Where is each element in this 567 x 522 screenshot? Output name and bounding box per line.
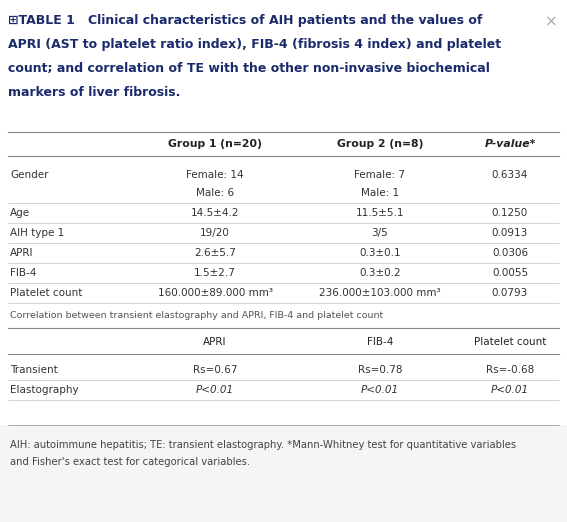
Text: ⊞TABLE 1   Clinical characteristics of AIH patients and the values of: ⊞TABLE 1 Clinical characteristics of AIH… xyxy=(8,14,483,27)
Text: Rs=0.78: Rs=0.78 xyxy=(358,365,402,375)
Text: 19/20: 19/20 xyxy=(200,228,230,238)
Text: 0.0055: 0.0055 xyxy=(492,268,528,278)
Text: Elastography: Elastography xyxy=(10,385,79,395)
Text: 1.5±2.7: 1.5±2.7 xyxy=(194,268,236,278)
Text: Rs=0.67: Rs=0.67 xyxy=(193,365,237,375)
Text: Platelet count: Platelet count xyxy=(10,288,82,298)
Text: 0.0793: 0.0793 xyxy=(492,288,528,298)
Text: Age: Age xyxy=(10,208,30,218)
Text: Male: 1: Male: 1 xyxy=(361,188,399,198)
Text: 0.3±0.1: 0.3±0.1 xyxy=(359,248,401,258)
Text: and Fisher's exact test for categorical variables.: and Fisher's exact test for categorical … xyxy=(10,457,250,467)
Text: Group 2 (n=8): Group 2 (n=8) xyxy=(337,139,423,149)
Text: count; and correlation of TE with the other non-invasive biochemical: count; and correlation of TE with the ot… xyxy=(8,62,490,75)
Text: AIH type 1: AIH type 1 xyxy=(10,228,64,238)
Text: P<0.01: P<0.01 xyxy=(491,385,529,395)
Text: markers of liver fibrosis.: markers of liver fibrosis. xyxy=(8,86,180,99)
Text: 2.6±5.7: 2.6±5.7 xyxy=(194,248,236,258)
Text: Male: 6: Male: 6 xyxy=(196,188,234,198)
Text: Female: 7: Female: 7 xyxy=(354,170,405,180)
Text: Group 1 (n=20): Group 1 (n=20) xyxy=(168,139,262,149)
Text: 0.6334: 0.6334 xyxy=(492,170,528,180)
Bar xyxy=(0,425,567,522)
Text: 0.0913: 0.0913 xyxy=(492,228,528,238)
Text: P-value*: P-value* xyxy=(484,139,536,149)
Text: 0.0306: 0.0306 xyxy=(492,248,528,258)
Text: 0.1250: 0.1250 xyxy=(492,208,528,218)
Text: P<0.01: P<0.01 xyxy=(361,385,399,395)
Text: 0.3±0.2: 0.3±0.2 xyxy=(359,268,401,278)
Text: 160.000±89.000 mm³: 160.000±89.000 mm³ xyxy=(158,288,273,298)
Text: APRI (AST to platelet ratio index), FIB-4 (fibrosis 4 index) and platelet: APRI (AST to platelet ratio index), FIB-… xyxy=(8,38,501,51)
Text: APRI: APRI xyxy=(10,248,33,258)
Text: Female: 14: Female: 14 xyxy=(186,170,244,180)
Text: AIH: autoimmune hepatitis; TE: transient elastography. *Mann-Whitney test for qu: AIH: autoimmune hepatitis; TE: transient… xyxy=(10,440,516,450)
Text: Correlation between transient elastography and APRI, FIB-4 and platelet count: Correlation between transient elastograp… xyxy=(10,312,383,321)
Text: Gender: Gender xyxy=(10,170,49,180)
Text: APRI: APRI xyxy=(203,337,227,347)
Text: Transient: Transient xyxy=(10,365,58,375)
Text: ×: × xyxy=(545,14,558,29)
Text: FIB-4: FIB-4 xyxy=(10,268,36,278)
Text: 14.5±4.2: 14.5±4.2 xyxy=(191,208,239,218)
Text: 3/5: 3/5 xyxy=(371,228,388,238)
Text: P<0.01: P<0.01 xyxy=(196,385,234,395)
Text: FIB-4: FIB-4 xyxy=(367,337,393,347)
Text: 236.000±103.000 mm³: 236.000±103.000 mm³ xyxy=(319,288,441,298)
Text: Platelet count: Platelet count xyxy=(474,337,546,347)
Text: Rs=-0.68: Rs=-0.68 xyxy=(486,365,534,375)
Text: 11.5±5.1: 11.5±5.1 xyxy=(356,208,404,218)
